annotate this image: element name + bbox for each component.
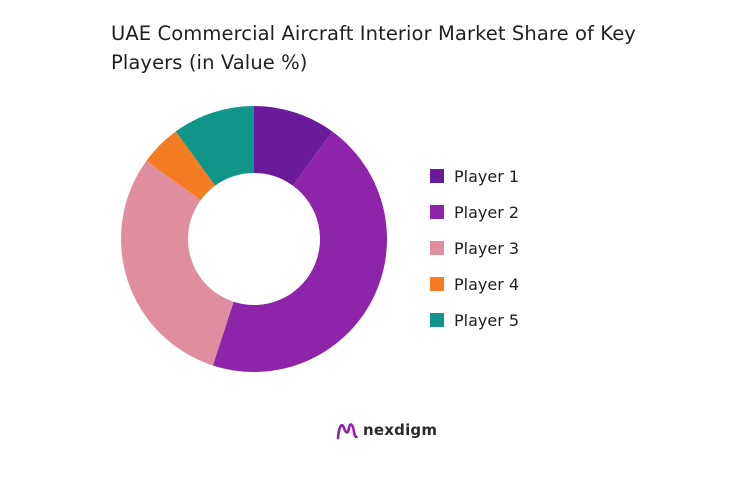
donut-slice-player-2 xyxy=(212,131,387,372)
legend-label: Player 4 xyxy=(454,274,520,294)
legend-swatch xyxy=(430,313,444,327)
chart-title: UAE Commercial Aircraft Interior Market … xyxy=(111,22,636,74)
legend-item-player-2: Player 2 xyxy=(430,194,519,230)
chart-legend: Player 1 Player 2 Player 3 Player 4 Play… xyxy=(430,158,519,338)
legend-item-player-3: Player 3 xyxy=(430,230,519,266)
legend-label: Player 2 xyxy=(454,202,520,222)
donut-slice-player-5 xyxy=(175,106,254,186)
legend-label: Player 3 xyxy=(454,238,520,258)
legend-item-player-1: Player 1 xyxy=(430,158,519,194)
nexdigm-logo-icon xyxy=(336,423,358,440)
nexdigm-logo: nexdigm xyxy=(336,420,437,440)
logo-text: nexdigm xyxy=(363,421,438,439)
legend-swatch xyxy=(430,205,444,219)
legend-label: Player 5 xyxy=(454,310,520,330)
legend-swatch xyxy=(430,241,444,255)
legend-swatch xyxy=(430,277,444,291)
donut-slice-player-3 xyxy=(121,160,234,366)
legend-swatch xyxy=(430,169,444,183)
donut-slice-player-4 xyxy=(146,131,216,201)
legend-item-player-4: Player 4 xyxy=(430,266,519,302)
legend-item-player-5: Player 5 xyxy=(430,302,519,338)
legend-label: Player 1 xyxy=(454,166,520,186)
donut-slice-player-1 xyxy=(254,106,333,186)
